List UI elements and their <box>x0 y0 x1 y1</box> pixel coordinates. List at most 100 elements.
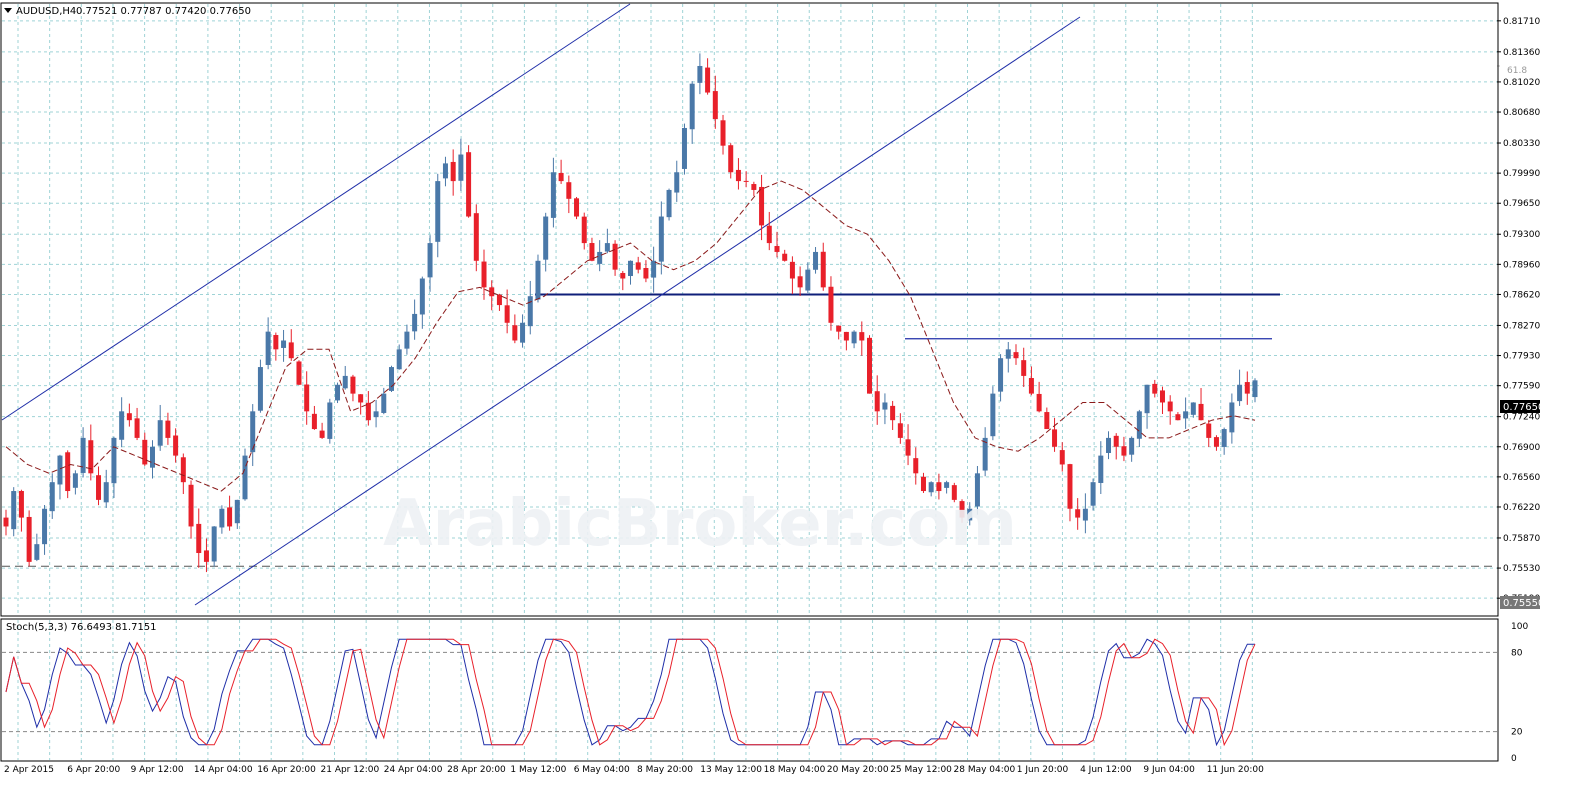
x-tick-label: 8 May 20:00 <box>637 765 693 775</box>
candle-body <box>1013 352 1019 359</box>
candle-body <box>867 337 873 394</box>
candle-body <box>111 437 117 484</box>
candle-body <box>697 65 703 83</box>
candle-body <box>466 152 472 217</box>
candle-body <box>890 405 896 421</box>
candle-body <box>265 331 271 365</box>
channel-lower-line <box>194 16 1081 606</box>
candle-body <box>304 384 310 412</box>
candle-body <box>998 358 1004 392</box>
candle-body <box>373 411 379 418</box>
candle-body <box>1036 393 1042 412</box>
candle-body <box>1190 402 1196 415</box>
candle-body <box>219 508 225 528</box>
x-tick-label: 16 Apr 20:00 <box>257 765 316 775</box>
candle-body <box>913 458 919 474</box>
candle-body <box>72 473 78 488</box>
x-tick-label: 28 May 04:00 <box>954 765 1016 775</box>
y-tick-label: 0.81710 <box>1503 17 1540 27</box>
stoch-level-label: 100 <box>1511 622 1528 632</box>
candle-body <box>612 243 618 270</box>
candle-body <box>620 272 626 279</box>
support-price-marker <box>1500 596 1540 609</box>
candle-body <box>658 216 664 262</box>
candle-body <box>751 184 757 190</box>
candle-body <box>1021 360 1027 376</box>
candle-body <box>327 402 333 439</box>
candle-body <box>342 375 348 389</box>
candle-body <box>1005 349 1011 359</box>
y-tick-label: 0.81020 <box>1503 78 1540 88</box>
candle-body <box>42 508 48 545</box>
candle-body <box>273 335 279 350</box>
candle-body <box>643 268 649 279</box>
candle-body <box>543 216 549 260</box>
candle-body <box>419 278 425 315</box>
candle-body <box>496 294 502 306</box>
x-tick-label: 14 Apr 04:00 <box>194 765 253 775</box>
candle-body <box>335 384 341 401</box>
candle-body <box>1252 380 1258 398</box>
candle-body <box>1082 508 1088 521</box>
candle-body <box>1167 401 1173 412</box>
candle-body <box>412 313 418 332</box>
candle-body <box>1052 429 1058 447</box>
x-tick-label: 28 Apr 20:00 <box>447 765 506 775</box>
y-tick-label: 0.75870 <box>1503 534 1540 544</box>
x-tick-label: 20 May 20:00 <box>827 765 889 775</box>
candle-body <box>34 544 40 560</box>
x-tick-label: 6 Apr 20:00 <box>67 765 120 775</box>
x-tick-label: 25 May 12:00 <box>890 765 952 775</box>
y-tick-label: 0.76900 <box>1503 443 1540 453</box>
candle-body <box>26 516 32 562</box>
candle-body <box>1213 437 1219 447</box>
y-tick-label: 0.77240 <box>1503 413 1540 423</box>
candle-body <box>535 260 541 300</box>
candle-body <box>3 517 9 527</box>
candle-body <box>990 393 996 437</box>
support-price-label: 0.75550 <box>1503 598 1544 609</box>
candle-body <box>242 455 248 500</box>
candle-body <box>296 361 302 385</box>
candle-body <box>705 67 711 93</box>
y-tick-label: 0.76220 <box>1503 503 1540 513</box>
chart-menu-triangle-icon[interactable] <box>4 8 12 13</box>
candle-body <box>1044 412 1050 430</box>
candle-body <box>782 253 788 261</box>
candle-body <box>1090 482 1096 506</box>
fib-level-label: 61.8 <box>1507 66 1527 76</box>
candle-body <box>813 251 819 270</box>
x-tick-label: 11 Jun 20:00 <box>1207 765 1264 775</box>
candle-body <box>96 475 102 500</box>
y-tick-label: 0.79650 <box>1503 199 1540 209</box>
candle-body <box>628 260 633 277</box>
candle-body <box>18 490 24 518</box>
candle-body <box>728 145 734 173</box>
candle-body <box>944 482 950 488</box>
stoch-level-label: 20 <box>1511 728 1523 738</box>
candle-body <box>381 393 387 413</box>
candle-body <box>350 376 356 394</box>
candle-body <box>1229 402 1235 433</box>
candle-body <box>1059 450 1065 465</box>
candle-body <box>11 491 17 530</box>
candle-body <box>689 83 695 130</box>
candle-body <box>766 225 772 244</box>
y-tick-label: 0.75530 <box>1503 564 1540 574</box>
candle-body <box>558 172 564 182</box>
candle-body <box>859 332 865 341</box>
candle-body <box>635 262 641 270</box>
candle-body <box>959 501 965 518</box>
candle-body <box>836 325 842 332</box>
candle-body <box>581 216 587 244</box>
candle-body <box>951 485 957 500</box>
candle-body <box>1183 411 1189 419</box>
candle-body <box>442 163 448 179</box>
y-tick-label: 0.77930 <box>1503 352 1540 362</box>
candle-body <box>905 439 911 456</box>
candle-body <box>1206 423 1212 438</box>
candle-body <box>1129 437 1135 455</box>
candle-body <box>774 246 780 252</box>
